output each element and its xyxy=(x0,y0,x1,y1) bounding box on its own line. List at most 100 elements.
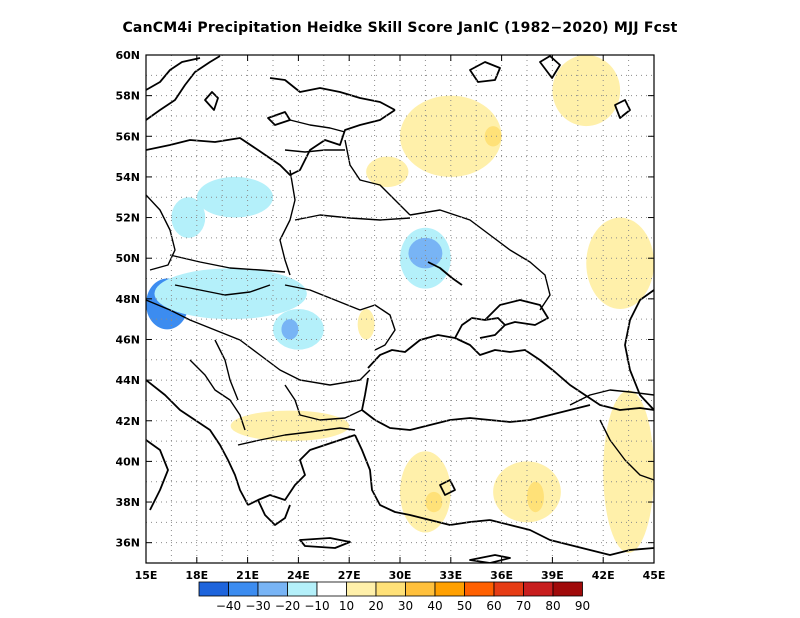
colorbar-label: 40 xyxy=(427,599,442,613)
baltic-coast xyxy=(146,109,396,176)
black-sea-south-coast xyxy=(361,377,591,431)
skill-region-15 xyxy=(425,491,443,513)
border-lithuania-latvia xyxy=(284,149,345,153)
colorbar-label: 80 xyxy=(545,599,560,613)
border-ukraine-russia xyxy=(409,209,551,311)
scandinavia-coast xyxy=(146,55,221,121)
skill-region-19 xyxy=(230,410,350,442)
colorbar-legend: −40 −30 −20 −10 10 20 30 40 50 60 70 80 90 xyxy=(198,581,590,613)
gulf-of-finland-coast xyxy=(269,77,396,111)
skill-region-14 xyxy=(400,451,451,533)
border-czech-slovakia xyxy=(174,284,271,296)
gotland-island xyxy=(204,91,219,111)
black-sea-coast xyxy=(367,334,654,411)
lat-tick-label: 48N xyxy=(115,293,140,306)
skill-region-9 xyxy=(484,126,502,147)
lon-tick-label: 18E xyxy=(185,569,208,582)
lat-tick-label: 42N xyxy=(115,415,140,428)
lake-onega xyxy=(539,55,561,79)
lat-tick-label: 54N xyxy=(115,171,140,184)
colorbar-swatch xyxy=(523,581,554,597)
border-baltic-states xyxy=(289,119,346,133)
colorbar-label: −20 xyxy=(275,599,300,613)
cyprus xyxy=(469,554,511,563)
map-title: CanCM4i Precipitation Heidke Skill Score… xyxy=(122,20,678,36)
colorbar-label: 30 xyxy=(398,599,413,613)
skill-region-16 xyxy=(493,461,561,523)
border-romania-north xyxy=(284,284,361,311)
lon-tick-label: 42E xyxy=(592,569,615,582)
colorbar-swatch xyxy=(375,581,406,597)
lat-tick-label: 52N xyxy=(115,212,140,225)
border-austria-hungary xyxy=(146,299,241,341)
lake-ladoga xyxy=(469,61,501,83)
skill-region-10 xyxy=(552,55,621,127)
border-serbia xyxy=(214,339,239,401)
skill-region-17 xyxy=(527,481,544,513)
colorbar-swatch xyxy=(552,581,583,597)
skill-region-1 xyxy=(171,197,206,238)
coastline-layer xyxy=(146,55,654,563)
lat-tick-label: 50N xyxy=(115,252,140,265)
lon-tick-label: 21E xyxy=(236,569,259,582)
colorbar-swatch xyxy=(316,581,347,597)
colorbar-swatch xyxy=(346,581,377,597)
rybinsk-reservoir xyxy=(614,99,631,119)
crete xyxy=(299,537,351,549)
border-poland-south xyxy=(169,254,286,273)
lat-tick-label: 40N xyxy=(115,455,140,468)
lon-tick-label: 15E xyxy=(135,569,158,582)
lat-tick-label: 46N xyxy=(115,333,140,346)
adriatic-coast xyxy=(146,379,249,506)
turkey-south-coast xyxy=(489,519,654,556)
colorbar-label: 10 xyxy=(339,599,354,613)
skill-shading-layer xyxy=(146,55,654,553)
colorbar-label: 60 xyxy=(486,599,501,613)
colorbar-swatch xyxy=(434,581,465,597)
aegean-turkey-coast xyxy=(354,434,491,526)
lon-tick-label: 36E xyxy=(490,569,513,582)
colorbar-label: 50 xyxy=(457,599,472,613)
skill-region-5 xyxy=(281,319,299,340)
colorbar-label: 70 xyxy=(516,599,531,613)
colorbar-swatch xyxy=(405,581,436,597)
colorbar-swatch xyxy=(198,581,229,597)
saaremaa-island xyxy=(267,111,291,126)
lat-tick-label: 44N xyxy=(115,374,140,387)
axis-layer: 15E 18E 21E 24E 27E 30E 33E 36E 39E 42E 45E 60N 58N 5… xyxy=(115,49,665,582)
lat-tick-label: 60N xyxy=(115,49,140,62)
colorbar-swatch xyxy=(257,581,288,597)
border-turkey-east xyxy=(599,419,654,481)
lon-tick-label: 39E xyxy=(541,569,564,582)
caspian-coast xyxy=(624,289,654,411)
colorbar-swatch xyxy=(493,581,524,597)
lon-tick-label: 33E xyxy=(439,569,462,582)
skill-region-18 xyxy=(603,390,654,553)
colorbar-swatch xyxy=(287,581,318,597)
colorbar-label: −10 xyxy=(304,599,329,613)
lat-tick-label: 58N xyxy=(115,90,140,103)
lon-tick-label: 30E xyxy=(389,569,412,582)
border-bulgaria xyxy=(284,384,363,421)
sweden-east-coast xyxy=(146,57,201,91)
skill-region-2 xyxy=(196,176,273,218)
colorbar-label: −30 xyxy=(245,599,270,613)
border-georgia xyxy=(569,389,654,406)
sea-of-azov xyxy=(484,299,549,326)
peloponnese xyxy=(257,499,291,526)
skill-region-13 xyxy=(357,309,375,340)
italy-heel xyxy=(146,439,169,511)
colorbar-swatch xyxy=(228,581,259,597)
lon-tick-label: 24E xyxy=(287,569,310,582)
skill-region-7 xyxy=(408,237,443,269)
lat-tick-label: 38N xyxy=(115,496,140,509)
lon-tick-label: 45E xyxy=(643,569,666,582)
colorbar-swatch xyxy=(464,581,495,597)
border-poland-east xyxy=(279,169,296,276)
border-germany-poland xyxy=(146,194,176,271)
colorbar-label: 20 xyxy=(368,599,383,613)
lat-tick-label: 56N xyxy=(115,130,140,143)
colorbar-label: −40 xyxy=(216,599,241,613)
skill-region-11 xyxy=(586,217,654,309)
